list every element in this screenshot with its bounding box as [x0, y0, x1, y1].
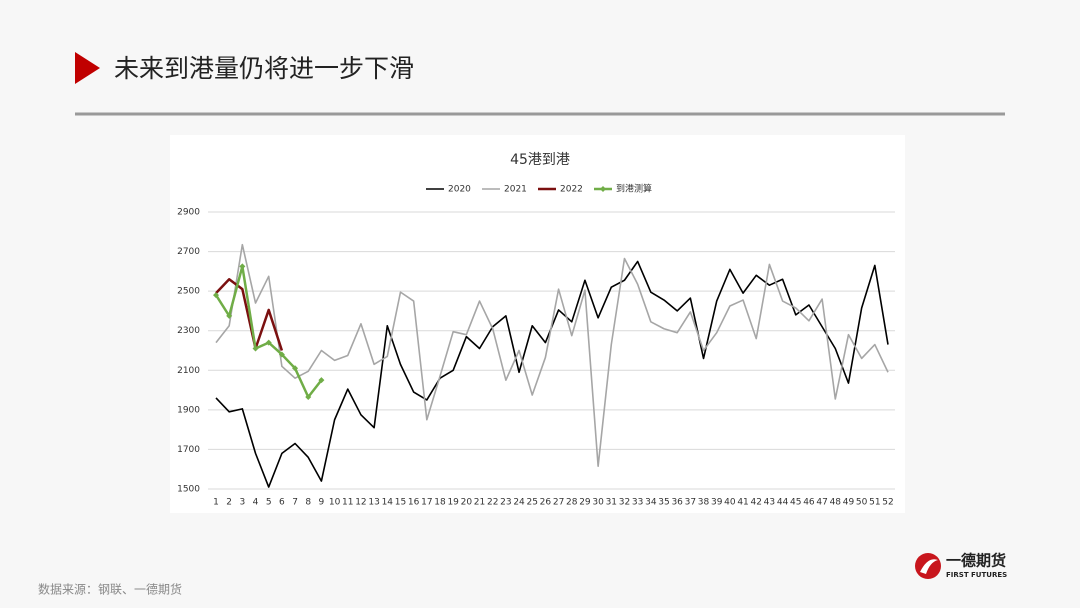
x-tick-label: 28	[566, 498, 578, 508]
y-tick-label: 2700	[177, 247, 200, 257]
x-tick-label: 19	[447, 498, 459, 508]
x-tick-label: 15	[395, 498, 406, 508]
x-tick-label: 17	[421, 498, 432, 508]
source-note: 数据来源：钢联、一德期货	[38, 582, 182, 597]
x-tick-label: 36	[671, 498, 683, 508]
x-tick-label: 43	[764, 498, 775, 508]
x-tick-label: 27	[553, 498, 564, 508]
x-tick-label: 47	[816, 498, 827, 508]
legend-label: 到港测算	[616, 183, 652, 195]
x-tick-label: 32	[619, 498, 630, 508]
x-tick-label: 40	[724, 498, 736, 508]
x-tick-label: 10	[329, 498, 341, 508]
x-tick-label: 46	[803, 498, 815, 508]
x-tick-label: 2	[226, 498, 232, 508]
point-marker	[226, 312, 233, 319]
x-tick-label: 3	[239, 498, 245, 508]
logo: 一德期货 FIRST FUTURES	[915, 552, 1007, 579]
point-marker	[278, 351, 285, 358]
x-tick-label: 9	[319, 498, 325, 508]
x-tick-label: 8	[305, 498, 311, 508]
x-tick-label: 31	[606, 498, 617, 508]
chart-area	[170, 135, 905, 513]
x-tick-label: 22	[487, 498, 498, 508]
point-marker	[292, 365, 299, 372]
x-tick-label: 48	[830, 498, 842, 508]
x-tick-label: 41	[737, 498, 748, 508]
x-tick-label: 35	[658, 498, 669, 508]
x-tick-label: 12	[355, 498, 366, 508]
logo-swirl	[920, 559, 938, 574]
y-tick-label: 1700	[177, 445, 200, 455]
legend-label: 2021	[504, 185, 527, 195]
logo-english: FIRST FUTURES	[946, 571, 1007, 579]
y-tick-label: 2500	[177, 287, 200, 297]
x-tick-label: 34	[645, 498, 657, 508]
y-tick-label: 2300	[177, 326, 200, 336]
legend-label: 2020	[448, 185, 471, 195]
x-tick-label: 5	[266, 498, 272, 508]
x-tick-label: 20	[461, 498, 473, 508]
x-tick-label: 30	[592, 498, 604, 508]
slide-title: 未来到港量仍将进一步下滑	[114, 54, 414, 83]
y-tick-label: 2900	[177, 208, 200, 218]
x-tick-label: 13	[368, 498, 379, 508]
point-marker	[239, 263, 246, 270]
x-tick-label: 38	[698, 498, 710, 508]
point-marker	[252, 345, 259, 352]
point-marker	[213, 292, 219, 299]
x-tick-label: 33	[632, 498, 643, 508]
point-marker	[318, 377, 325, 384]
x-tick-label: 50	[856, 498, 868, 508]
y-tick-label: 1500	[177, 485, 200, 495]
x-tick-label: 4	[253, 498, 259, 508]
x-tick-label: 29	[579, 498, 591, 508]
x-tick-label: 11	[342, 498, 353, 508]
legend-label: 2022	[560, 185, 583, 195]
x-tick-label: 23	[500, 498, 511, 508]
x-tick-label: 24	[513, 498, 525, 508]
x-tick-label: 51	[869, 498, 880, 508]
x-tick-label: 14	[382, 498, 394, 508]
x-tick-label: 44	[777, 498, 789, 508]
y-tick-label: 2100	[177, 366, 200, 376]
logo-name: 一德期货	[946, 552, 1006, 570]
x-tick-label: 7	[292, 498, 298, 508]
x-tick-label: 42	[751, 498, 762, 508]
x-tick-label: 21	[474, 498, 485, 508]
x-tick-label: 52	[882, 498, 893, 508]
x-tick-label: 45	[790, 498, 801, 508]
title-marker	[75, 52, 100, 84]
series-line	[215, 278, 284, 351]
point-marker	[305, 393, 312, 400]
chart-title: 45港到港	[510, 152, 570, 168]
x-tick-label: 1	[213, 498, 219, 508]
x-tick-label: 25	[527, 498, 538, 508]
x-tick-label: 6	[279, 498, 285, 508]
x-tick-label: 18	[434, 498, 446, 508]
y-tick-label: 1900	[177, 405, 200, 415]
x-tick-label: 39	[711, 498, 723, 508]
x-tick-label: 26	[540, 498, 552, 508]
x-tick-label: 49	[843, 498, 855, 508]
x-tick-label: 37	[685, 498, 696, 508]
series-line	[215, 243, 889, 468]
legend-marker	[600, 186, 606, 192]
point-marker	[265, 339, 272, 346]
x-tick-label: 16	[408, 498, 420, 508]
